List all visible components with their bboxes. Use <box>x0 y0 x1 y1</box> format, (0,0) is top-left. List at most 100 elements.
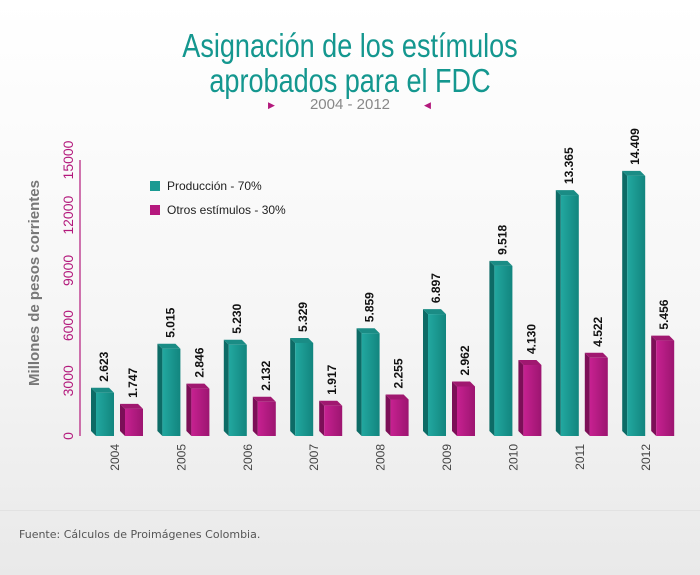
bar-otros <box>589 357 608 436</box>
bar-produccion <box>428 314 446 436</box>
data-label: 2.846 <box>192 347 206 377</box>
bar-top <box>423 309 446 315</box>
bar-top <box>356 328 380 334</box>
bar-otros <box>523 365 542 436</box>
left-triangle-icon: ◀ <box>424 100 431 110</box>
data-label: 5.230 <box>230 303 244 333</box>
y-tick-label: 3000 <box>60 365 76 396</box>
bar-side <box>651 335 657 436</box>
y-tick-label: 12000 <box>60 196 76 235</box>
bar-top <box>452 381 475 387</box>
x-tick-label: 2005 <box>174 444 188 471</box>
subtitle-text: 2004 - 2012 <box>309 96 391 113</box>
y-tick-label: 6000 <box>60 310 76 341</box>
data-label: 5.329 <box>296 302 310 332</box>
data-label: 9.518 <box>495 225 509 255</box>
source-note: Fuente: Cálculos de Proimágenes Colombia… <box>19 528 261 541</box>
bar-otros <box>125 408 143 436</box>
bar-side <box>555 190 561 436</box>
data-label: 14.409 <box>628 128 642 165</box>
data-label: 4.522 <box>591 316 605 346</box>
bar-top <box>157 343 181 349</box>
data-label: 2.255 <box>392 358 406 388</box>
bar-top <box>584 352 608 358</box>
x-tick-label: 2004 <box>108 444 122 471</box>
right-triangle-icon: ▶ <box>268 100 275 110</box>
bar-produccion <box>295 342 314 436</box>
legend-swatch-produccion <box>150 181 160 191</box>
bar-otros <box>457 386 475 436</box>
chart-subtitle: ▶ 2004 - 2012 ◀ <box>0 96 700 113</box>
bar-otros <box>390 399 409 436</box>
y-tick-label: 0 <box>60 432 76 440</box>
x-tick-label: 2012 <box>639 444 653 471</box>
y-tick-label: 9000 <box>60 255 76 286</box>
data-label: 4.130 <box>524 324 538 354</box>
data-label: 1.917 <box>325 364 339 394</box>
bar-top <box>120 403 143 409</box>
bar-top <box>385 394 409 400</box>
bar-top <box>651 335 675 341</box>
bar-side <box>385 394 391 436</box>
bar-side <box>518 360 524 436</box>
data-label: 1.747 <box>126 367 140 397</box>
y-axis-label: Millones de pesos corrientes <box>26 180 43 386</box>
chart-title-line-1: Asignación de los estímulos <box>182 27 518 64</box>
bar-produccion <box>162 348 181 436</box>
bar-side <box>91 387 96 436</box>
legend-swatch-otros <box>150 205 160 215</box>
bar-top <box>518 360 542 366</box>
bar-produccion <box>361 333 380 436</box>
x-tick-label: 2006 <box>241 444 255 471</box>
bar-top <box>223 339 247 345</box>
bar-side <box>622 170 628 437</box>
x-tick-label: 2011 <box>573 444 587 470</box>
bar-top <box>319 400 343 406</box>
data-label: 5.456 <box>657 299 671 329</box>
legend-label-otros: Otros estímulos - 30% <box>167 203 286 217</box>
bar-otros <box>656 340 675 436</box>
bar-side <box>319 400 325 436</box>
bar-top <box>186 383 210 389</box>
bar-otros <box>324 405 343 436</box>
chart-title: Asignación de los estímulos aprobados pa… <box>63 28 637 98</box>
bar-top <box>555 190 579 196</box>
bar-produccion <box>228 344 247 436</box>
bar-side <box>252 396 258 436</box>
bar-side <box>120 403 125 436</box>
divider <box>0 510 700 511</box>
bar-side <box>157 343 163 436</box>
bar-chart: 0 3000 6000 9000 12000 15000 Millones de pesos… <box>26 128 675 471</box>
bar-side <box>223 339 229 436</box>
bar-otros <box>191 388 210 436</box>
data-label: 5.859 <box>363 292 377 322</box>
bar-top <box>622 170 646 176</box>
bar-side <box>452 381 457 436</box>
bar-side <box>290 337 296 436</box>
x-tick-label: 2008 <box>374 444 388 471</box>
bar-produccion <box>560 195 579 436</box>
bar-side <box>489 260 495 436</box>
data-label: 2.623 <box>97 351 111 381</box>
bar-otros <box>257 401 276 436</box>
bar-top <box>91 387 114 393</box>
bar-produccion <box>494 265 513 436</box>
bar-side <box>423 309 428 436</box>
data-label: 2.962 <box>458 345 472 375</box>
bar-produccion <box>627 175 646 437</box>
x-tick-label: 2009 <box>440 444 454 471</box>
bar-side <box>186 383 192 436</box>
data-label: 13.365 <box>562 147 576 184</box>
chart-title-line-2: aprobados para el FDC <box>209 62 491 99</box>
bar-side <box>584 352 590 436</box>
bar-top <box>290 337 314 343</box>
x-tick-label: 2010 <box>506 444 520 471</box>
bar-top <box>252 396 276 402</box>
legend-label-produccion: Producción - 70% <box>167 179 262 193</box>
data-label: 6.897 <box>429 273 443 303</box>
x-tick-label: 2007 <box>307 444 321 471</box>
bar-produccion <box>96 392 114 436</box>
bar-side <box>356 328 362 436</box>
bar-top <box>489 260 513 266</box>
data-label: 5.015 <box>163 307 177 337</box>
